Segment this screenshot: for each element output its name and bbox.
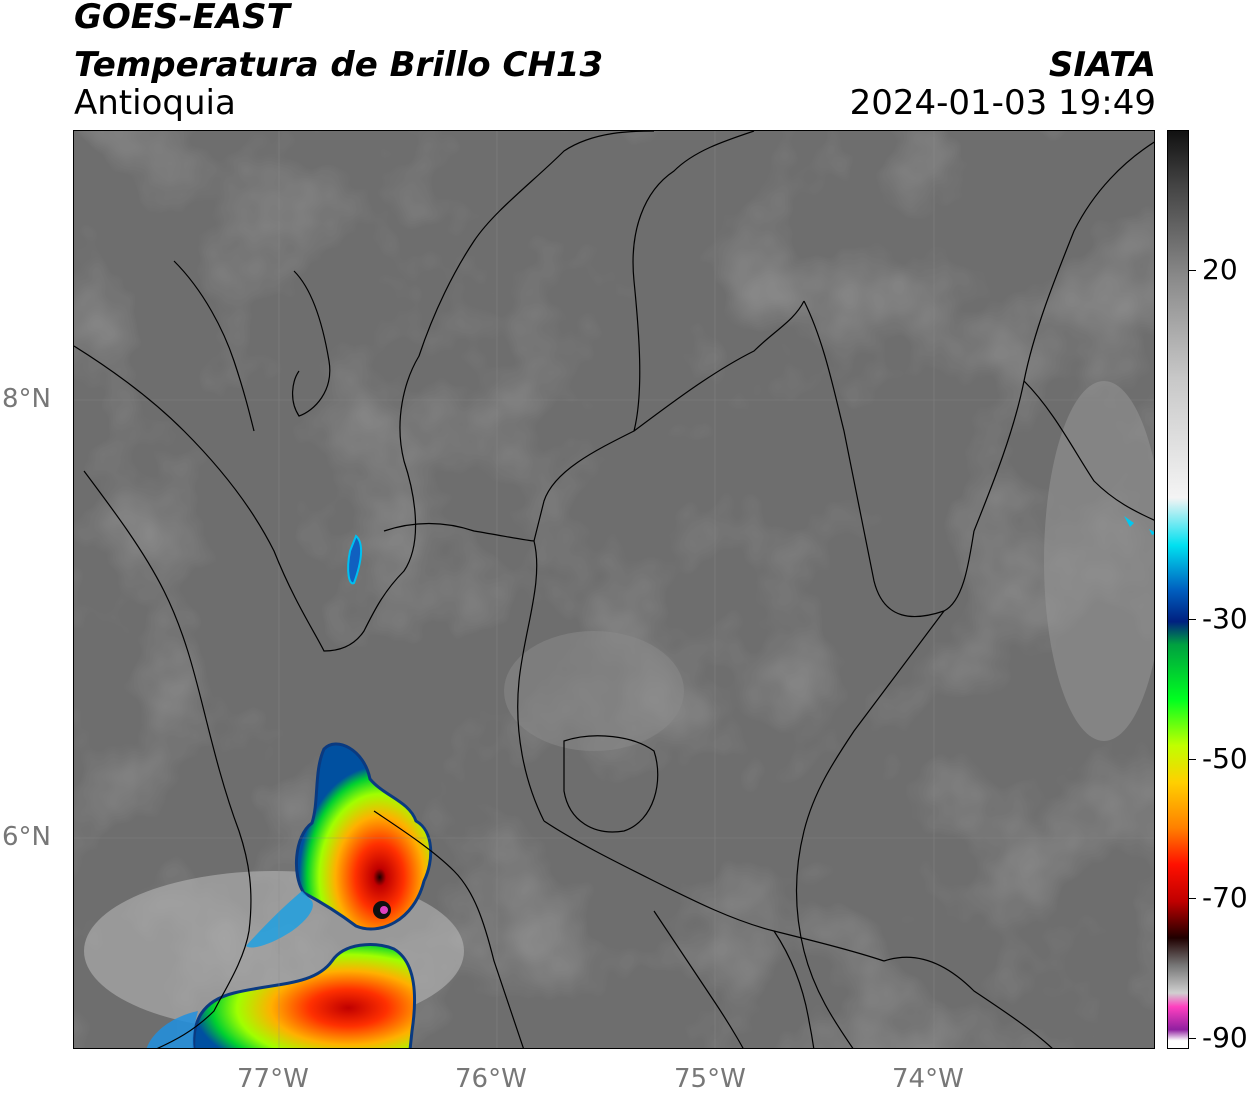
storm-cell-south-fringe xyxy=(146,1011,198,1048)
satellite-title: GOES-EAST xyxy=(74,0,290,37)
region-label: Antioquia xyxy=(74,83,236,123)
storm-cell-north-fringe xyxy=(246,891,313,948)
colorbar-label-minus70: -70 xyxy=(1202,881,1248,914)
small-cell-west xyxy=(347,534,362,585)
satellite-map[interactable] xyxy=(73,130,1155,1049)
colorbar xyxy=(1167,130,1189,1049)
colorbar-label-20: 20 xyxy=(1202,253,1238,286)
colorbar-tick-20 xyxy=(1189,270,1196,271)
colorbar-label-minus30: -30 xyxy=(1202,602,1248,635)
longitude-label-75w: 75°W xyxy=(674,1064,746,1094)
organization-label: SIATA xyxy=(1048,45,1156,85)
latitude-label-6n: 6°N xyxy=(2,822,51,852)
longitude-label-77w: 77°W xyxy=(237,1064,309,1094)
longitude-label-76w: 76°W xyxy=(455,1064,527,1094)
boundaries xyxy=(74,131,1154,1048)
light-zone-east xyxy=(1044,381,1154,741)
graticule xyxy=(74,131,1154,1048)
colorbar-label-minus50: -50 xyxy=(1202,742,1248,775)
colorbar-label-minus90: -90 xyxy=(1202,1021,1248,1054)
storm-cell-south xyxy=(192,943,417,1048)
longitude-label-74w: 74°W xyxy=(892,1064,964,1094)
light-zone-center xyxy=(504,631,684,751)
colorbar-tick-minus90 xyxy=(1189,1038,1196,1039)
colorbar-tick-minus30 xyxy=(1189,619,1196,620)
timestamp-label: 2024-01-03 19:49 xyxy=(849,83,1156,123)
storm-overshoot xyxy=(380,906,388,914)
small-cell-east xyxy=(1124,516,1154,535)
product-title: Temperatura de Brillo CH13 xyxy=(74,45,604,85)
colorbar-tick-minus70 xyxy=(1189,898,1196,899)
latitude-label-8n: 8°N xyxy=(2,384,51,414)
colorbar-tick-minus50 xyxy=(1189,759,1196,760)
storm-cell-north xyxy=(294,742,433,931)
